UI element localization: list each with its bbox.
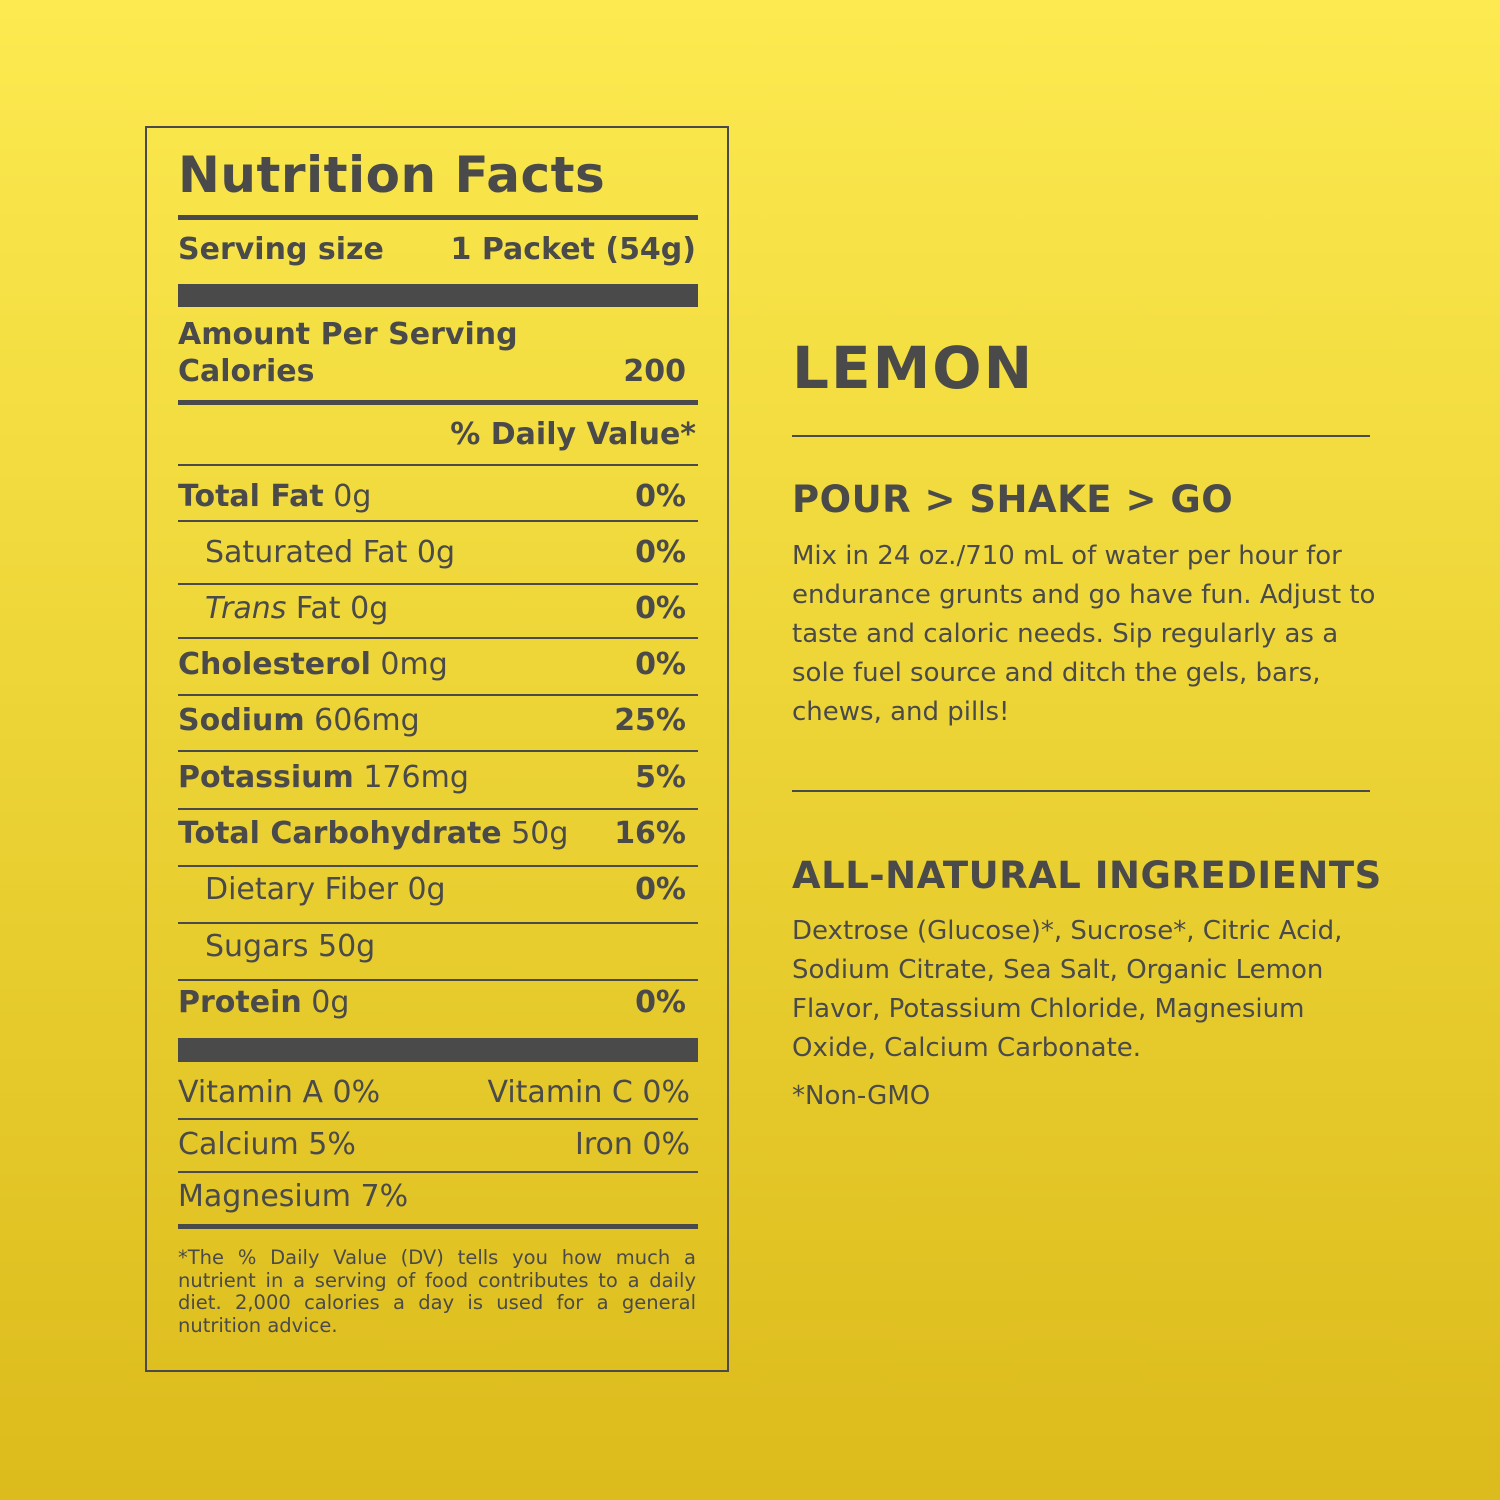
daily-value-footnote: *The % Daily Value (DV) tells you how mu… [178, 1246, 696, 1337]
nutrient-row: Protein 0g 0% [178, 983, 686, 1023]
divider [178, 694, 698, 696]
nutrient-daily-value: 0% [635, 872, 686, 907]
calories-label: Calories [178, 354, 315, 389]
nutrient-daily-value: 0% [635, 985, 686, 1020]
divider [178, 750, 698, 752]
iron: Iron 0% [574, 1127, 690, 1162]
nutrient-daily-value: 25% [614, 703, 686, 738]
nutrient-row: Total Carbohydrate 50g 16% [178, 814, 686, 854]
nutrient-name: Cholesterol [178, 647, 371, 682]
magnesium: Magnesium 7% [178, 1179, 409, 1214]
nutrient-amount: 0mg [380, 647, 448, 682]
nutrient-amount: 0g [333, 479, 372, 514]
nutrient-label: Cholesterol 0mg [178, 645, 448, 685]
nutrient-daily-value: 0% [635, 647, 686, 682]
nutrient-daily-value: 5% [635, 760, 686, 795]
nutrient-amount: 0g [416, 535, 456, 570]
nutrient-name: Total Carbohydrate [178, 816, 502, 851]
divider [792, 435, 1370, 437]
nutrient-name: Protein [178, 985, 302, 1020]
nutrient-amount: 606mg [314, 703, 420, 738]
thick-divider [178, 284, 698, 307]
vitamins-row: Vitamin A 0% Vitamin C 0% [178, 1073, 690, 1113]
ingredients-text: Dextrose (Glucose)*, Sucrose*, Citric Ac… [792, 916, 1343, 1063]
divider [792, 790, 1370, 792]
nutrient-name: Dietary Fiber [205, 872, 398, 907]
thick-divider [178, 1038, 698, 1062]
nutrient-label: Sodium 606mg [178, 701, 420, 741]
nutrient-label: Total Carbohydrate 50g [178, 814, 568, 854]
divider [178, 583, 698, 585]
nutrition-facts-title: Nutrition Facts [178, 146, 606, 204]
calories-row: Calories 200 [178, 352, 686, 392]
ingredients-heading: ALL-NATURAL INGREDIENTS [792, 854, 1382, 897]
nutrient-label: Trans Fat 0g [178, 589, 388, 629]
divider [178, 400, 698, 405]
nutrient-name: Fat [295, 591, 341, 626]
nutrient-daily-value: 0% [635, 591, 686, 626]
minerals-row: Calcium 5% Iron 0% [178, 1125, 690, 1165]
divider [178, 215, 698, 220]
nutrient-name-italic: Trans [205, 591, 287, 626]
nutrient-label: Protein 0g [178, 983, 349, 1023]
serving-size-value: 1 Packet (54g) [450, 232, 696, 267]
nutrient-amount: 50g [511, 816, 569, 851]
directions-text: Mix in 24 oz./710 mL of water per hour f… [792, 541, 1376, 727]
nutrient-row: Saturated Fat 0g 0% [178, 533, 686, 573]
divider [178, 1171, 698, 1173]
nutrient-amount: 0g [350, 591, 389, 626]
nutrient-label: Total Fat 0g [178, 477, 371, 517]
calcium: Calcium 5% [178, 1127, 356, 1162]
nutrient-daily-value: 0% [635, 535, 686, 570]
calories-value: 200 [623, 354, 686, 389]
divider [178, 637, 698, 639]
nutrient-label: Saturated Fat 0g [178, 533, 455, 573]
flavor-title: LEMON [792, 334, 1035, 402]
divider [178, 1224, 698, 1229]
divider [178, 1118, 698, 1120]
nutrient-amount: 0g [407, 872, 446, 907]
vitamin-a: Vitamin A 0% [178, 1075, 381, 1110]
nutrient-name: Total Fat [178, 479, 324, 514]
directions-heading: POUR > SHAKE > GO [792, 478, 1234, 521]
divider [178, 464, 698, 466]
nutrient-amount: 0g [311, 985, 350, 1020]
nutrient-row: Sodium 606mg 25% [178, 701, 686, 741]
nutrient-row: Trans Fat 0g 0% [178, 589, 686, 629]
divider [178, 922, 698, 924]
nutrient-row: Total Fat 0g 0% [178, 477, 686, 517]
nutrient-row: Cholesterol 0mg 0% [178, 645, 686, 685]
nutrient-label: Potassium 176mg [178, 758, 469, 798]
daily-value-header: % Daily Value* [178, 415, 696, 455]
magnesium-row: Magnesium 7% [178, 1177, 686, 1217]
nutrient-label: Dietary Fiber 0g [178, 870, 446, 910]
divider [178, 808, 698, 810]
nutrient-name: Potassium [178, 760, 354, 795]
serving-size-row: Serving size 1 Packet (54g) [178, 230, 696, 270]
nutrient-row: Potassium 176mg 5% [178, 758, 686, 798]
divider [178, 865, 698, 867]
nutrition-facts-panel [145, 126, 729, 1372]
nutrient-name: Saturated Fat [205, 535, 408, 570]
nutrient-amount: 50g [318, 929, 376, 964]
vitamin-c: Vitamin C 0% [487, 1075, 690, 1110]
non-gmo-note: *Non-GMO [792, 1081, 931, 1111]
nutrient-label: Sugars 50g [178, 927, 375, 967]
nutrient-row: Sugars 50g [178, 927, 686, 967]
amount-per-serving: Amount Per Serving [178, 317, 518, 352]
nutrient-daily-value: 0% [635, 479, 686, 514]
nutrient-daily-value: 16% [614, 816, 686, 851]
nutrient-amount: 176mg [363, 760, 469, 795]
nutrient-name: Sugars [205, 929, 309, 964]
nutrient-row: Dietary Fiber 0g 0% [178, 870, 686, 910]
divider [178, 979, 698, 981]
daily-value-label: % Daily Value* [450, 417, 696, 452]
nutrient-name: Sodium [178, 703, 305, 738]
serving-size-label: Serving size [178, 232, 384, 267]
divider [178, 520, 698, 522]
